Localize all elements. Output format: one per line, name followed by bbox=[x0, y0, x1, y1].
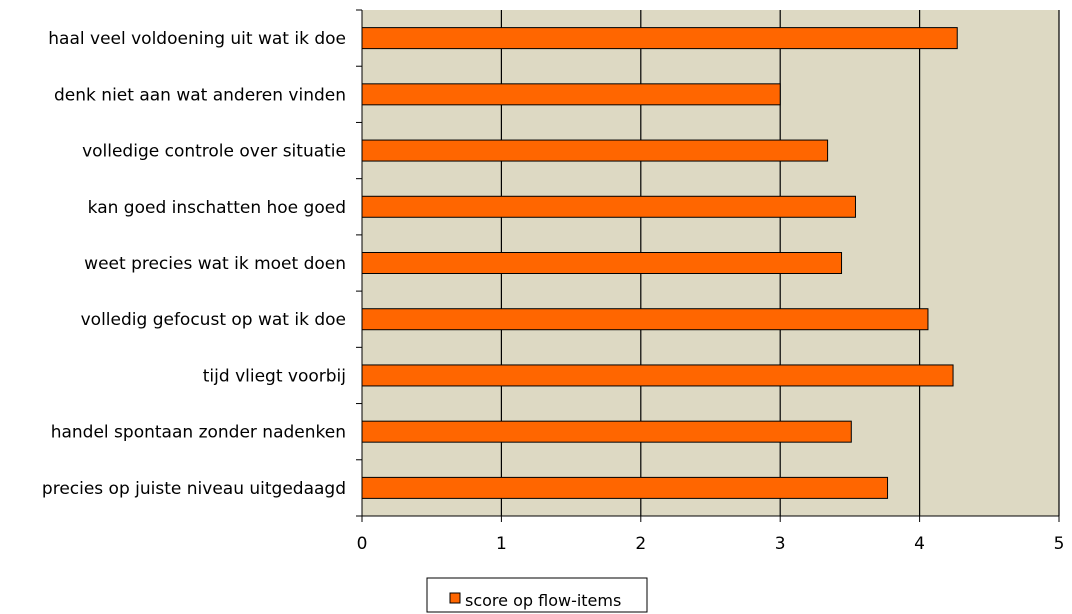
category-label: volledige controle over situatie bbox=[82, 142, 346, 162]
x-tick-label: 0 bbox=[357, 534, 368, 554]
bar bbox=[361, 195, 856, 218]
bar bbox=[361, 27, 958, 50]
x-tick-label: 4 bbox=[914, 534, 925, 554]
category-label: kan goed inschatten hoe goed bbox=[88, 198, 346, 218]
x-tick-labels: 0 1 2 3 4 5 bbox=[357, 534, 1065, 554]
x-tick-label: 1 bbox=[496, 534, 507, 554]
legend-box bbox=[426, 577, 648, 613]
legend: score op flow-items bbox=[426, 577, 648, 613]
category-label: handel spontaan zonder nadenken bbox=[51, 423, 346, 443]
x-tick-label: 3 bbox=[775, 534, 786, 554]
x-tick-label: 5 bbox=[1054, 534, 1065, 554]
category-label: haal veel voldoening uit wat ik doe bbox=[48, 29, 346, 49]
category-label: denk niet aan wat anderen vinden bbox=[54, 85, 346, 105]
x-tick-label: 2 bbox=[635, 534, 646, 554]
bar bbox=[361, 308, 929, 331]
category-labels: haal veel voldoening uit wat ik doe denk … bbox=[42, 29, 346, 499]
bar bbox=[361, 420, 852, 443]
bar bbox=[361, 364, 954, 387]
category-label: tijd vliegt voorbij bbox=[203, 366, 346, 386]
category-label: weet precies wat ik moet doen bbox=[84, 254, 346, 274]
bar bbox=[361, 83, 781, 106]
bar bbox=[361, 139, 829, 162]
legend-label: score op flow-items bbox=[465, 591, 621, 610]
category-label: volledig gefocust op wat ik doe bbox=[81, 310, 346, 330]
bar bbox=[361, 476, 889, 499]
legend-swatch bbox=[449, 592, 461, 604]
bar bbox=[361, 252, 843, 274]
category-label: precies op juiste niveau uitgedaagd bbox=[42, 479, 346, 499]
axes bbox=[356, 9, 1060, 522]
bars bbox=[361, 27, 958, 499]
